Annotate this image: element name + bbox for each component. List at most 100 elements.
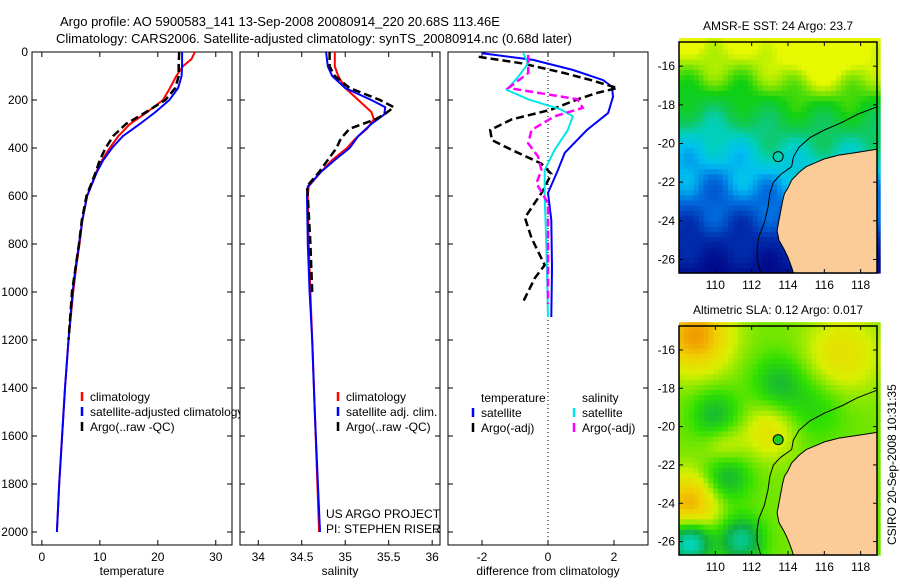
map-cell [723, 487, 729, 494]
map-cell [777, 53, 783, 60]
map-cell [850, 85, 857, 91]
map-cell [777, 461, 783, 468]
map-cell [747, 446, 754, 453]
map-cell [737, 373, 744, 380]
map-cell [801, 337, 808, 344]
x-tick-label: 2 [611, 550, 618, 564]
map-cell [703, 90, 709, 97]
map-cell [840, 332, 847, 339]
map-cell [840, 394, 847, 401]
map-cell [723, 173, 729, 180]
map-cell [713, 477, 719, 484]
map-cell [747, 220, 754, 227]
map-cell [860, 399, 866, 406]
map-cell [752, 492, 759, 499]
map-cell [723, 111, 729, 117]
map-cell [801, 79, 808, 86]
map-cell [679, 342, 685, 349]
map-cell [826, 405, 832, 411]
map-cell [791, 394, 798, 401]
map-cell [791, 168, 798, 175]
map-cell [767, 441, 773, 447]
map-cell [777, 420, 783, 427]
map-cell [747, 389, 754, 396]
map-cell [723, 126, 729, 133]
map-cell [693, 210, 700, 217]
map-cell [782, 53, 788, 60]
map-cell [708, 116, 714, 123]
map-cell [728, 451, 734, 458]
map-cell [757, 420, 763, 427]
map-cell [821, 121, 827, 128]
map-cell [713, 373, 719, 380]
map-cell [713, 158, 719, 164]
map-cell [708, 498, 714, 504]
map-cell [742, 368, 749, 375]
map-cell [713, 215, 719, 222]
map-cell [708, 246, 714, 253]
map-cell [733, 529, 739, 535]
map-cell [782, 446, 788, 453]
map-cell [786, 173, 793, 180]
map-cell [747, 38, 754, 44]
map-cell [801, 43, 808, 50]
map-cell [752, 363, 759, 370]
map-cell [831, 363, 837, 370]
map-cell [718, 534, 724, 541]
map-cell [865, 415, 871, 422]
map-cell [733, 363, 739, 370]
map-cell [786, 358, 793, 365]
map-cell [786, 147, 793, 154]
map-cell [713, 74, 719, 81]
map-cell [821, 38, 827, 44]
map-cell [718, 168, 724, 175]
map-cell [757, 358, 763, 365]
map-cell [826, 332, 832, 339]
map-cell [831, 90, 837, 97]
map-cell [698, 420, 705, 427]
map-cell [767, 137, 773, 144]
map-cell [865, 85, 871, 91]
map-cell [713, 48, 719, 55]
map-cell [693, 90, 700, 97]
map-cell [703, 215, 709, 222]
map-cell [796, 415, 803, 422]
map-cell [713, 69, 719, 76]
map-cell [767, 184, 773, 191]
map-frame [678, 325, 878, 556]
x-tick-label: 114 [778, 278, 797, 292]
map-cell [688, 116, 695, 123]
map-cell [688, 173, 695, 180]
map-cell [708, 342, 714, 349]
map-cell [708, 430, 714, 437]
map-cell [860, 332, 866, 339]
map-cell [679, 348, 685, 354]
map-cell [723, 482, 729, 489]
map-cell [698, 379, 705, 385]
map-cell [713, 430, 719, 437]
map-cell [816, 358, 822, 365]
map-cell [816, 410, 822, 416]
map-cell [855, 142, 862, 149]
map-cell [845, 90, 852, 97]
map-cell [683, 461, 690, 468]
map-cell [875, 147, 881, 154]
map-cell [870, 358, 876, 365]
map-cell [728, 544, 734, 551]
map-cell [772, 498, 778, 504]
map-cell [679, 95, 685, 102]
map-cell [713, 184, 719, 191]
map-cell [747, 487, 754, 494]
map-cell [733, 549, 739, 556]
map-cell [791, 121, 798, 128]
map-cell [831, 394, 837, 401]
map-cell [870, 90, 876, 97]
map-cell [835, 420, 842, 427]
map-cell [703, 524, 709, 530]
map-cell [698, 90, 705, 97]
map-cell [723, 189, 729, 196]
map-cell [698, 482, 705, 489]
map-cell [826, 43, 832, 50]
map-cell [718, 158, 724, 164]
map-cell [713, 467, 719, 473]
